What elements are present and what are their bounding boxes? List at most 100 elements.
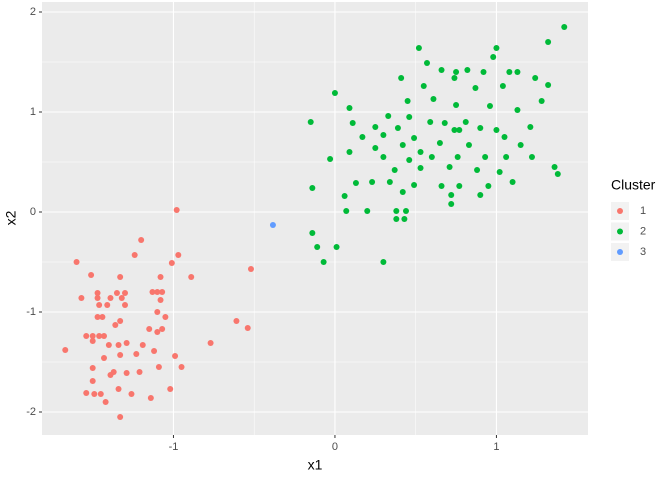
point: [122, 302, 129, 308]
point: [380, 259, 387, 265]
point: [428, 154, 435, 160]
point: [96, 302, 103, 308]
point: [427, 119, 434, 125]
point: [115, 342, 122, 348]
legend-label: 2: [640, 225, 646, 237]
point: [117, 352, 124, 358]
point: [233, 318, 240, 324]
point: [391, 167, 398, 173]
point: [399, 189, 406, 195]
point: [401, 216, 408, 222]
point: [496, 169, 503, 175]
point: [514, 69, 521, 75]
y-tick-label: 1: [30, 106, 36, 118]
x-tick-label: 1: [493, 441, 499, 453]
point: [399, 142, 406, 148]
point: [514, 107, 521, 113]
y-tick-label: -1: [26, 306, 36, 318]
point: [269, 222, 276, 228]
point: [551, 164, 558, 170]
point: [430, 96, 437, 102]
point: [411, 182, 418, 188]
point: [393, 208, 400, 214]
point: [451, 127, 458, 133]
point: [131, 252, 138, 258]
point: [453, 69, 460, 75]
point: [493, 127, 500, 133]
point: [89, 333, 96, 339]
point: [369, 179, 376, 185]
x-tick-label: 0: [332, 441, 338, 453]
point: [146, 326, 153, 332]
point: [393, 216, 400, 222]
point: [94, 314, 101, 320]
point: [446, 164, 453, 170]
point: [343, 208, 350, 214]
point: [159, 289, 166, 295]
point: [503, 154, 510, 160]
point: [178, 364, 185, 370]
point: [247, 266, 254, 272]
point: [417, 165, 424, 171]
point: [94, 290, 101, 296]
point: [123, 340, 130, 346]
point: [154, 289, 161, 295]
point: [128, 391, 135, 397]
point: [104, 302, 111, 308]
point: [73, 259, 80, 265]
point: [94, 295, 101, 301]
point: [420, 83, 427, 89]
point: [89, 378, 96, 384]
point: [465, 142, 472, 148]
point: [380, 132, 387, 138]
point: [394, 125, 401, 131]
point: [349, 120, 356, 126]
y-tick-label: 0: [30, 206, 36, 218]
point: [309, 230, 316, 236]
point: [188, 274, 195, 280]
point: [83, 390, 90, 396]
point: [482, 154, 489, 160]
point: [154, 329, 161, 335]
point: [453, 102, 460, 108]
point: [346, 105, 353, 111]
point: [423, 60, 430, 66]
point: [101, 333, 108, 339]
point: [372, 124, 379, 130]
point: [99, 314, 106, 320]
point: [538, 98, 545, 104]
legend-marker: [617, 208, 623, 214]
point: [97, 391, 104, 397]
point: [561, 24, 568, 30]
point: [490, 54, 497, 60]
point: [406, 114, 413, 120]
point: [168, 260, 175, 266]
point: [406, 157, 413, 163]
point: [404, 98, 411, 104]
point: [117, 274, 124, 280]
point: [175, 252, 182, 258]
point: [464, 67, 471, 73]
legend-title: Cluster: [611, 177, 656, 193]
legend-marker: [617, 228, 623, 235]
point: [118, 295, 125, 301]
point: [438, 67, 445, 73]
point: [480, 69, 487, 75]
point: [456, 183, 463, 189]
point: [493, 45, 500, 51]
point: [441, 120, 448, 126]
point: [380, 154, 387, 160]
point: [352, 180, 359, 186]
point: [398, 75, 405, 81]
point: [486, 103, 493, 109]
point: [117, 318, 124, 324]
legend-label: 3: [640, 246, 646, 258]
point: [115, 386, 122, 392]
point: [157, 297, 164, 303]
point: [139, 342, 146, 348]
point: [88, 272, 95, 278]
point: [472, 85, 479, 91]
point: [96, 333, 103, 339]
